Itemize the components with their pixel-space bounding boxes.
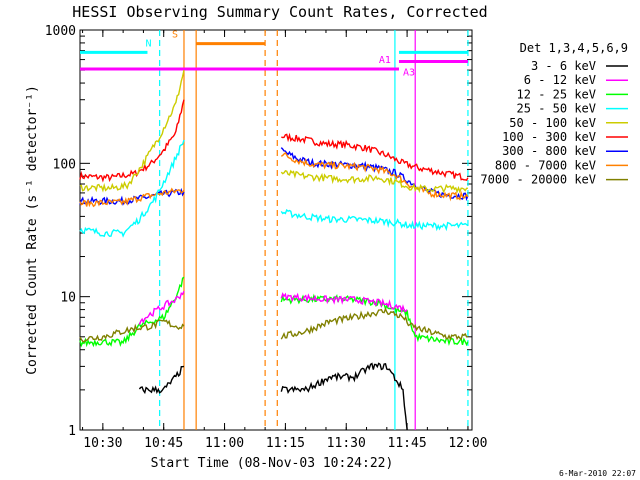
- series-7000-20000keV: [79, 307, 468, 343]
- legend-label: 12 - 25 keV: [517, 87, 596, 101]
- x-tick-label: 11:15: [266, 436, 305, 451]
- series-line: [79, 139, 185, 238]
- y-tick-label: 1: [68, 424, 76, 439]
- series-6-12keV: [138, 290, 408, 325]
- legend-label: 800 - 7000 keV: [495, 158, 596, 172]
- series-line: [280, 147, 469, 202]
- series-line: [280, 169, 468, 194]
- series-line: [280, 208, 469, 232]
- legend-label: 100 - 300 keV: [502, 130, 596, 144]
- series-800-7000keV: [79, 151, 469, 208]
- y-tick-label: 1000: [45, 24, 76, 39]
- series-line: [79, 187, 185, 208]
- series-line: [79, 276, 185, 348]
- x-tick-label: 12:00: [448, 436, 487, 451]
- series-line: [138, 290, 185, 325]
- y-tick-label: 10: [60, 291, 76, 306]
- x-tick-label: 11:30: [327, 436, 366, 451]
- legend-label: 6 - 12 keV: [524, 73, 596, 87]
- series-line: [280, 362, 408, 431]
- series-line: [79, 69, 185, 193]
- series-100-300keV: [79, 99, 469, 183]
- series-line: [281, 132, 469, 182]
- annotation-label: A3: [403, 68, 415, 79]
- series-line: [280, 151, 469, 202]
- x-tick-label: 11:00: [205, 436, 244, 451]
- legend-title: Det 1,3,4,5,6,9: [520, 41, 628, 55]
- y-axis-label: Corrected Count Rate (s⁻¹ detector⁻¹): [25, 85, 40, 375]
- series-line: [79, 319, 185, 343]
- annotation-label: S: [172, 30, 178, 41]
- plot-area: 10:30 10:45 11:00 11:15 11:30 11:45 12:00 1 10 10…: [45, 24, 488, 451]
- series-line: [138, 365, 185, 395]
- legend-label: 7000 - 20000 keV: [480, 173, 596, 187]
- annotation-label: A1: [379, 55, 391, 66]
- series-3-6keV: [138, 362, 408, 431]
- x-tick-label: 10:45: [144, 436, 183, 451]
- series-25-50keV: [79, 139, 469, 238]
- y-tick-label: 100: [53, 157, 76, 172]
- series-300-800keV: [79, 147, 469, 206]
- series-line: [79, 99, 185, 183]
- legend-label: 300 - 800 keV: [502, 144, 596, 158]
- legend-label: 25 - 50 keV: [517, 102, 596, 116]
- legend-label: 50 - 100 keV: [509, 116, 596, 130]
- x-tick-label: 11:45: [388, 436, 427, 451]
- series-12-25keV: [79, 276, 469, 348]
- annotation-label: N: [146, 38, 152, 49]
- series-line: [280, 293, 469, 347]
- x-axis-label: Start Time (08-Nov-03 10:24:22): [151, 456, 394, 471]
- chart-title: HESSI Observing Summary Count Rates, Cor…: [72, 3, 487, 21]
- series-line: [280, 307, 468, 342]
- footer-timestamp: 6-Mar-2010 22:07: [559, 469, 636, 478]
- x-tick-label: 10:30: [83, 436, 122, 451]
- legend-label: 3 - 6 keV: [531, 59, 596, 73]
- series-50-100keV: [79, 69, 468, 194]
- series-line: [280, 292, 408, 314]
- plot-frame: [79, 29, 473, 431]
